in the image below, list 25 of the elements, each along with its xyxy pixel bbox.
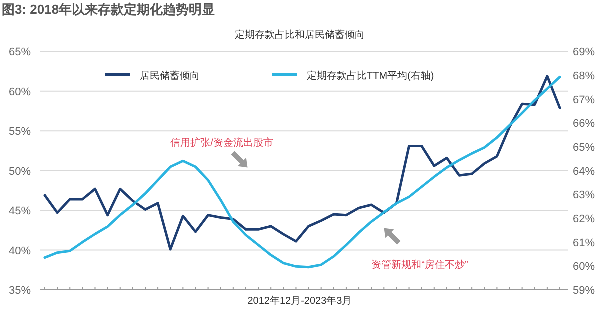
- y2-tick-label: 69%: [573, 46, 596, 59]
- chart-subtitle: 定期存款占比和居民储蓄倾向: [235, 29, 365, 41]
- y2-tick-label: 59%: [573, 285, 596, 297]
- y-tick-label: 40%: [8, 245, 32, 258]
- y2-tick-label: 66%: [573, 118, 596, 130]
- annotation: 信用扩张/资金流出股市: [170, 137, 274, 149]
- y-tick-label: 50%: [8, 166, 32, 178]
- y2-tick-label: 63%: [573, 190, 596, 202]
- y2-tick-label: 60%: [573, 261, 596, 274]
- y-tick-label: 45%: [8, 206, 32, 218]
- legend-label: 定期存款占比TTM平均(右轴): [307, 70, 434, 82]
- y-tick-label: 55%: [8, 126, 32, 138]
- x-axis-title: 2012年12月-2023年3月: [248, 295, 352, 307]
- y2-tick-label: 65%: [573, 142, 596, 154]
- annotation: 资管新规和“房住不炒”: [372, 259, 468, 271]
- y2-tick-label: 64%: [573, 166, 596, 178]
- y2-tick-label: 62%: [573, 214, 596, 226]
- chart-title: 图3: 2018年以来存款定期化趋势明显: [2, 2, 216, 17]
- y2-tick-label: 61%: [573, 237, 596, 250]
- y-tick-label: 60%: [8, 86, 32, 98]
- legend-label: 居民储蓄倾向: [140, 70, 200, 82]
- y2-tick-label: 67%: [573, 94, 596, 106]
- y-tick-label: 35%: [8, 285, 32, 297]
- y-tick-label: 65%: [8, 46, 32, 59]
- y2-tick-label: 68%: [573, 70, 596, 83]
